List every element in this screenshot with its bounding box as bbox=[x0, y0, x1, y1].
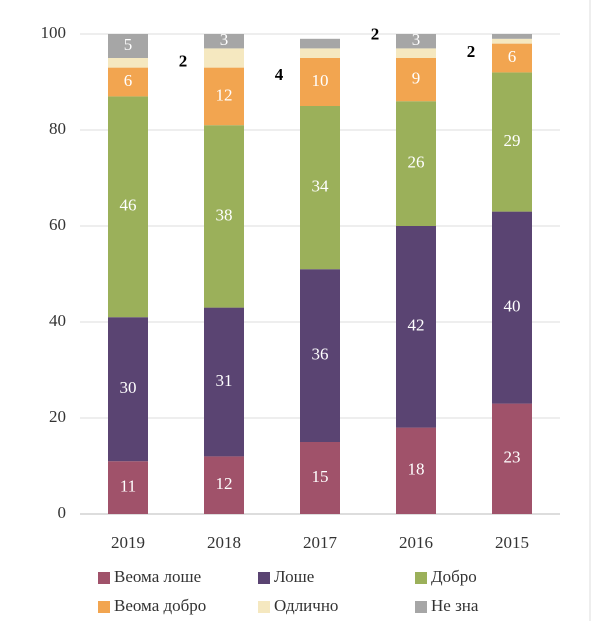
y-tick-label: 0 bbox=[58, 503, 67, 522]
x-tick-label: 2015 bbox=[495, 533, 529, 552]
bar-segment bbox=[300, 442, 340, 514]
x-tick-label: 2017 bbox=[303, 533, 338, 552]
legend-label: Веома добро bbox=[114, 596, 206, 615]
bar-segment bbox=[396, 427, 436, 514]
data-label: 31 bbox=[216, 371, 233, 390]
legend-swatch bbox=[415, 572, 427, 584]
data-label: 9 bbox=[412, 69, 421, 88]
data-label: 30 bbox=[120, 378, 137, 397]
data-label: 12 bbox=[216, 474, 233, 493]
bar-segment bbox=[396, 58, 436, 102]
bar-segment bbox=[492, 403, 532, 514]
data-label: 3 bbox=[412, 30, 421, 49]
legend-label: Веома лоше bbox=[114, 567, 201, 586]
bar-segment bbox=[300, 269, 340, 442]
legend-label: Добро bbox=[431, 567, 477, 586]
bar-segment bbox=[396, 226, 436, 428]
legend-swatch bbox=[98, 572, 110, 584]
data-label: 3 bbox=[220, 30, 229, 49]
legend-label: Не зна bbox=[431, 596, 479, 615]
legend-label: Лоше bbox=[274, 567, 314, 586]
bar-segment bbox=[492, 211, 532, 404]
data-label: 40 bbox=[504, 297, 521, 316]
bar-segment bbox=[204, 34, 244, 49]
y-tick-label: 100 bbox=[41, 23, 67, 42]
legend-swatch bbox=[415, 601, 427, 613]
bar-segment bbox=[108, 461, 148, 514]
bar-segment bbox=[492, 34, 532, 39]
legend-swatch bbox=[258, 601, 270, 613]
x-tick-label: 2019 bbox=[111, 533, 145, 552]
data-label-outside: 2 bbox=[467, 42, 476, 61]
data-label: 5 bbox=[124, 35, 133, 54]
bar-segment bbox=[492, 38, 532, 44]
bar-segment bbox=[108, 58, 148, 68]
data-label: 34 bbox=[312, 177, 330, 196]
bar-segment bbox=[300, 38, 340, 49]
y-tick-label: 20 bbox=[49, 407, 66, 426]
data-label: 6 bbox=[124, 71, 133, 90]
bar-segment bbox=[108, 34, 148, 58]
data-label: 11 bbox=[120, 477, 136, 496]
data-label: 6 bbox=[508, 47, 517, 66]
bar-segment bbox=[204, 456, 244, 514]
data-label: 18 bbox=[408, 460, 425, 479]
bar-segment bbox=[300, 48, 340, 58]
y-tick-label: 80 bbox=[49, 119, 66, 138]
data-label: 15 bbox=[312, 467, 329, 486]
bar-segment bbox=[204, 125, 244, 308]
bar-segment bbox=[300, 58, 340, 106]
bar-segment bbox=[300, 106, 340, 270]
bar-segment bbox=[108, 67, 148, 97]
legend-swatch bbox=[258, 572, 270, 584]
data-label-outside: 2 bbox=[179, 52, 188, 71]
bar-segment bbox=[396, 48, 436, 58]
bar-segment bbox=[204, 67, 244, 126]
bar-segment bbox=[492, 72, 532, 212]
data-label: 12 bbox=[216, 85, 233, 104]
x-tick-label: 2016 bbox=[399, 533, 433, 552]
data-label: 38 bbox=[216, 205, 233, 224]
bar-segment bbox=[396, 101, 436, 226]
bar-segment bbox=[108, 317, 148, 462]
x-tick-label: 2018 bbox=[207, 533, 241, 552]
data-label-outside: 4 bbox=[275, 65, 284, 84]
y-tick-label: 40 bbox=[49, 311, 66, 330]
data-label: 42 bbox=[408, 316, 425, 335]
data-label: 26 bbox=[408, 153, 425, 172]
legend-swatch bbox=[98, 601, 110, 613]
y-tick-label: 60 bbox=[49, 215, 66, 234]
data-label: 36 bbox=[312, 345, 329, 364]
data-label: 29 bbox=[504, 131, 521, 150]
data-label-outside: 2 bbox=[371, 25, 380, 44]
data-label: 23 bbox=[504, 448, 521, 467]
data-label: 10 bbox=[312, 71, 329, 90]
data-label: 46 bbox=[120, 196, 137, 215]
bar-segment bbox=[396, 34, 436, 49]
bar-segment bbox=[204, 307, 244, 457]
bar-segment bbox=[108, 96, 148, 318]
bar-segment bbox=[492, 43, 532, 73]
bar-segment bbox=[204, 48, 244, 68]
legend-label: Одлично bbox=[274, 596, 338, 615]
